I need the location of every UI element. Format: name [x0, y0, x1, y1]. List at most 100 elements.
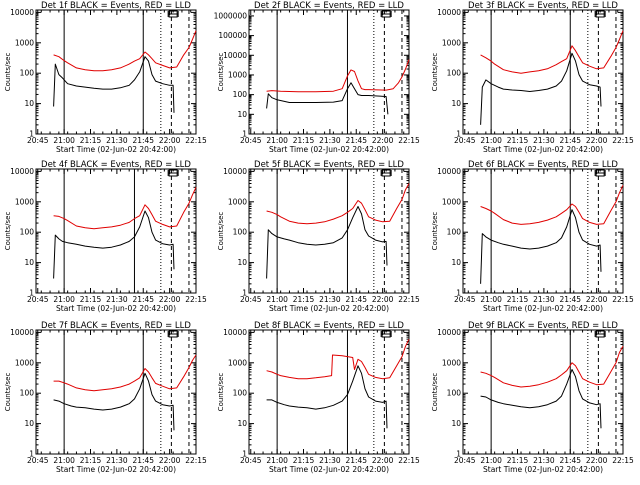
y-tick-label: 10: [237, 110, 247, 119]
y-tick-label: 10000: [223, 328, 247, 337]
plot-frame: [248, 329, 410, 455]
y-tick-label: 1: [29, 450, 34, 459]
panel-title: Det 7f BLACK = Events, RED = LLD: [41, 321, 191, 331]
plot-frame: [35, 329, 197, 455]
x-tick-label: 20:45: [27, 136, 49, 145]
x-axis-label: Start Time (02-Jun-02 20:42:00): [483, 465, 603, 474]
y-tick-label: 10: [451, 99, 461, 108]
x-tick-label: 21:30: [533, 295, 555, 304]
attenuator-marker: [594, 330, 606, 338]
series-events-line: [480, 209, 602, 284]
y-tick-label: 100: [447, 228, 462, 237]
series-lld-line: [53, 187, 197, 230]
y-tick-label: 10000: [223, 167, 247, 176]
x-tick-label: 20:45: [454, 295, 476, 304]
x-tick-label: 22:15: [612, 456, 634, 465]
x-tick-label: 21:00: [480, 295, 502, 304]
y-tick-label: 10000: [10, 328, 34, 337]
y-tick-label: 100: [447, 69, 462, 78]
x-axis-label: Start Time (02-Jun-02 20:42:00): [269, 145, 389, 154]
x-tick-label: 21:15: [80, 295, 102, 304]
panel-9: Det 9f BLACK = Events, RED = LLD 1 10 100 10…: [431, 321, 634, 474]
y-tick-label: 1: [29, 289, 34, 298]
y-tick-label: 10: [451, 419, 461, 428]
y-tick-label: 10: [451, 258, 461, 267]
series-events-line: [480, 369, 602, 429]
x-tick-label: 21:15: [80, 456, 102, 465]
x-tick-label: 22:00: [159, 136, 181, 145]
x-tick-label: 21:00: [53, 456, 75, 465]
y-tick-label: 10000: [10, 167, 34, 176]
x-axis-label: Start Time (02-Jun-02 20:42:00): [56, 145, 176, 154]
panel-2: Det 2f BLACK = Events, RED = LLD 1 10 100 10…: [214, 1, 420, 154]
series-events-line: [266, 365, 388, 429]
x-tick-label: 22:15: [185, 136, 207, 145]
plot-frame: [35, 168, 197, 294]
x-tick-label: 22:15: [398, 136, 420, 145]
y-axis-label: Counts/sec: [217, 212, 225, 251]
y-tick-label: 100: [20, 228, 35, 237]
plot-frame: [462, 168, 624, 294]
x-tick-label: 20:45: [240, 136, 262, 145]
x-tick-label: 21:15: [293, 295, 315, 304]
x-tick-label: 21:45: [559, 295, 581, 304]
y-tick-label: 10: [24, 258, 34, 267]
x-tick-label: 22:00: [586, 295, 608, 304]
x-tick-label: 21:45: [345, 136, 367, 145]
attenuator-marker: [167, 169, 179, 177]
x-tick-label: 21:00: [53, 136, 75, 145]
x-tick-label: 21:30: [533, 456, 555, 465]
x-tick-label: 21:45: [132, 295, 154, 304]
x-tick-label: 21:15: [507, 136, 529, 145]
x-axis-label: Start Time (02-Jun-02 20:42:00): [483, 304, 603, 313]
x-tick-label: 21:15: [293, 456, 315, 465]
y-tick-label: 1000: [15, 197, 34, 206]
series-events-line: [480, 52, 602, 125]
series-lld-line: [53, 30, 197, 72]
y-axis-label: Counts/sec: [217, 53, 225, 92]
y-tick-label: 1000: [442, 358, 461, 367]
x-tick-label: 21:45: [132, 456, 154, 465]
x-axis-label: Start Time (02-Jun-02 20:42:00): [483, 145, 603, 154]
panel-title: Det 2f BLACK = Events, RED = LLD: [254, 1, 404, 11]
panel-title: Det 8f BLACK = Events, RED = LLD: [254, 321, 404, 331]
attenuator-marker: [167, 330, 179, 338]
x-tick-label: 21:30: [106, 295, 128, 304]
x-axis-label: Start Time (02-Jun-02 20:42:00): [56, 465, 176, 474]
y-axis-label: Counts/sec: [431, 373, 439, 412]
plot-frame: [462, 329, 624, 455]
x-tick-label: 21:00: [266, 295, 288, 304]
x-tick-label: 21:00: [266, 136, 288, 145]
x-tick-label: 22:00: [372, 295, 394, 304]
y-tick-label: 100: [233, 90, 248, 99]
x-tick-label: 21:30: [106, 136, 128, 145]
x-tick-label: 21:30: [106, 456, 128, 465]
x-tick-label: 20:45: [454, 136, 476, 145]
y-tick-label: 1: [29, 130, 34, 139]
y-tick-label: 1000: [15, 38, 34, 47]
y-tick-label: 10000: [437, 328, 461, 337]
y-tick-label: 100: [233, 389, 248, 398]
panel-4: Det 4f BLACK = Events, RED = LLD 1 10 100 10…: [4, 160, 207, 313]
y-tick-label: 10000: [10, 8, 34, 17]
series-events-line: [266, 82, 389, 115]
y-tick-label: 10: [237, 258, 247, 267]
x-tick-label: 21:30: [319, 136, 341, 145]
y-axis-label: Counts/sec: [431, 53, 439, 92]
x-tick-label: 21:30: [319, 456, 341, 465]
series-lld-line: [266, 59, 410, 93]
x-axis-label: Start Time (02-Jun-02 20:42:00): [56, 304, 176, 313]
x-tick-label: 20:45: [27, 456, 49, 465]
y-tick-label: 10: [24, 99, 34, 108]
x-tick-label: 20:45: [27, 295, 49, 304]
y-tick-label: 1000: [228, 70, 247, 79]
series-lld-line: [480, 346, 624, 388]
attenuator-marker: [380, 10, 392, 18]
panel-title: Det 3f BLACK = Events, RED = LLD: [468, 1, 618, 11]
x-tick-label: 21:45: [559, 456, 581, 465]
x-tick-label: 22:15: [398, 295, 420, 304]
x-tick-label: 22:15: [398, 456, 420, 465]
panel-title: Det 1f BLACK = Events, RED = LLD: [41, 1, 191, 11]
